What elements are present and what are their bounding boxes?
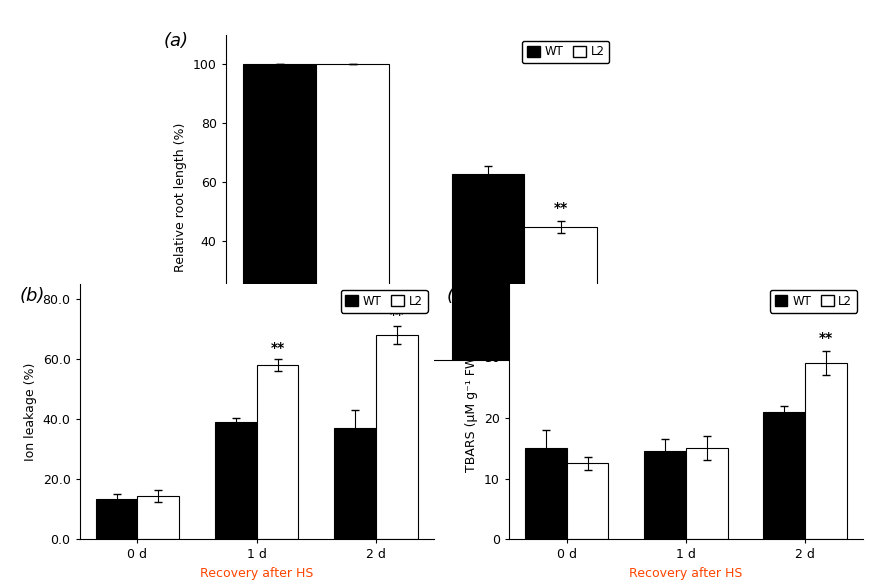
Bar <box>686 448 727 539</box>
Legend: WT, L2: WT, L2 <box>770 290 857 313</box>
Bar <box>243 64 316 360</box>
Text: **: ** <box>554 201 568 215</box>
Y-axis label: TBARS (μM g⁻¹ FW): TBARS (μM g⁻¹ FW) <box>466 351 479 472</box>
Text: **: ** <box>271 341 285 355</box>
Bar <box>335 428 376 539</box>
Y-axis label: Relative root length (%): Relative root length (%) <box>174 122 188 272</box>
Text: (b): (b) <box>19 287 45 305</box>
Bar <box>96 499 137 539</box>
Y-axis label: Ion leakage (%): Ion leakage (%) <box>24 362 37 461</box>
Legend: WT, L2: WT, L2 <box>341 290 427 313</box>
Bar <box>215 422 257 539</box>
Text: **: ** <box>819 331 833 345</box>
Bar <box>644 451 686 539</box>
Bar <box>805 363 847 539</box>
Bar <box>525 227 597 360</box>
Bar <box>376 335 418 539</box>
Legend: WT, L2: WT, L2 <box>522 41 609 63</box>
X-axis label: Recovery after HS: Recovery after HS <box>200 567 313 580</box>
Bar <box>137 496 179 539</box>
Bar <box>451 173 525 360</box>
Text: **: ** <box>389 308 404 322</box>
Bar <box>764 412 805 539</box>
Bar <box>316 64 389 360</box>
Bar <box>257 365 298 539</box>
Text: (a): (a) <box>164 32 189 50</box>
Bar <box>525 448 566 539</box>
Text: (c): (c) <box>447 287 471 305</box>
Bar <box>566 463 608 539</box>
X-axis label: Recovery after HS: Recovery after HS <box>629 567 743 580</box>
